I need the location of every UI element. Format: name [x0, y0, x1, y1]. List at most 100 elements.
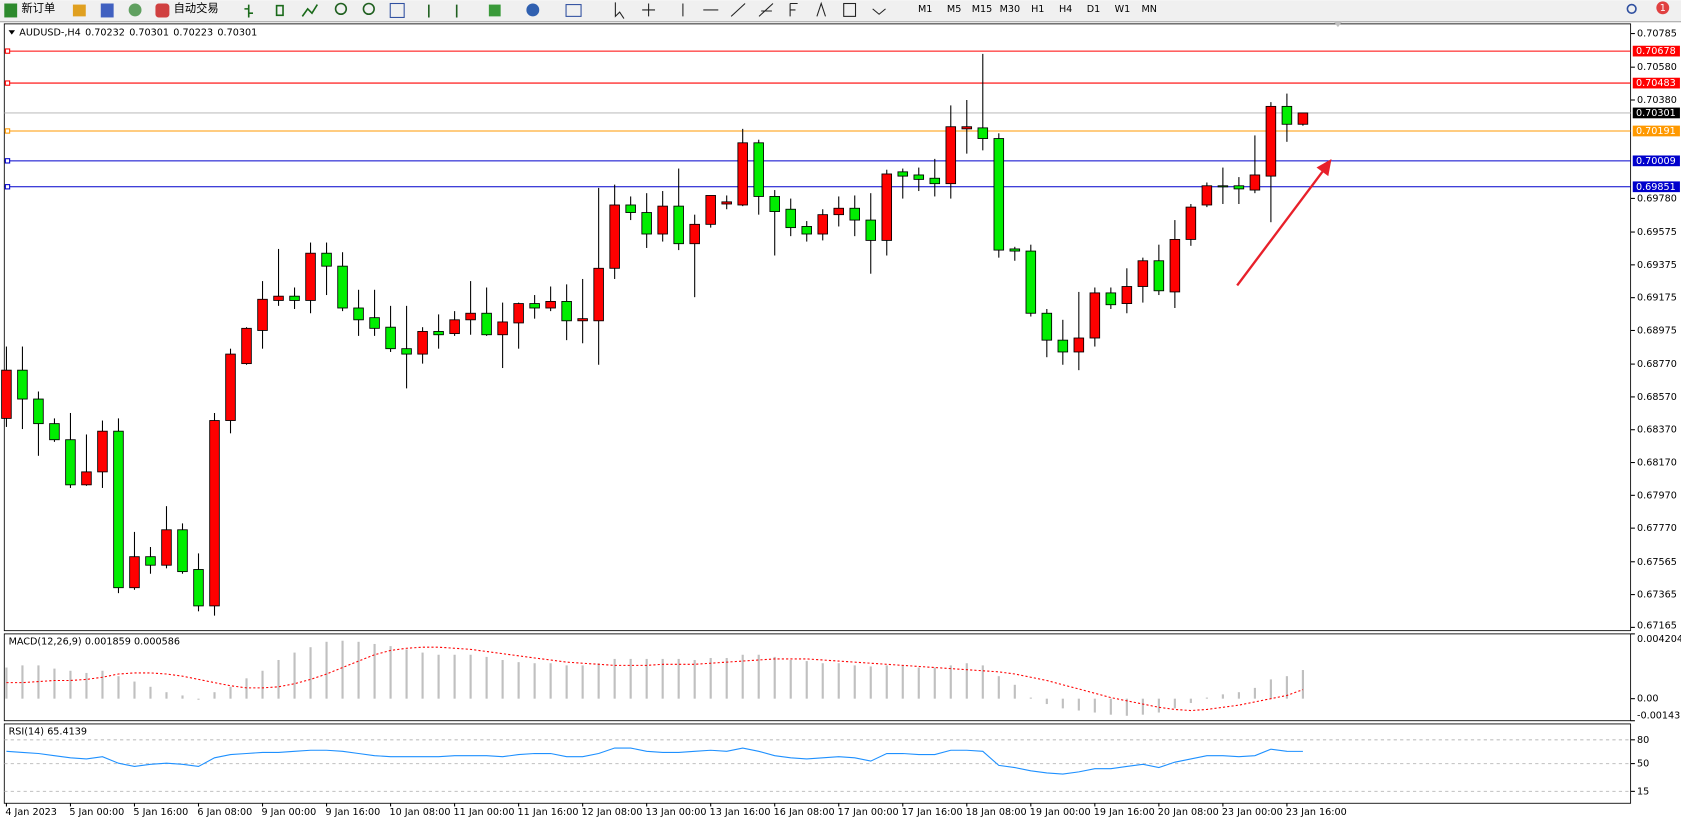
x-tick-label: 18 Jan 08:00 [966, 807, 1027, 818]
macd-panel [3, 633, 1632, 722]
auto-trading-button[interactable]: 自动交易 [174, 1, 219, 15]
candle-body [81, 471, 92, 486]
candle-body [609, 204, 620, 269]
level-handle [4, 158, 11, 164]
periods-icon[interactable] [526, 3, 540, 17]
chart-header: AUDUSD-,H4 0.70232 0.70301 0.70223 0.70301 [19, 27, 257, 38]
search-icon[interactable] [1626, 3, 1637, 14]
tile-icon[interactable] [389, 2, 405, 18]
channel-icon[interactable] [758, 3, 774, 17]
macd-bar [453, 654, 456, 699]
scroll-icons[interactable] [428, 4, 458, 18]
zoom-in-icon[interactable] [334, 2, 348, 16]
bid-price-label: 0.70301 [1636, 108, 1676, 119]
candle-body [177, 529, 188, 573]
macd-bar [181, 695, 184, 699]
macd-bar [261, 670, 264, 699]
macd-bar [965, 663, 968, 699]
timeframe-button[interactable]: H4 [1059, 4, 1072, 15]
cursor-icon[interactable] [614, 2, 625, 19]
macd-bar [437, 654, 440, 699]
y-tick-label: 0.68770 [1637, 359, 1677, 370]
market-watch-icon[interactable] [72, 4, 86, 17]
macd-value: 0.001859 [85, 636, 131, 647]
candle-chart-icon[interactable] [275, 4, 284, 17]
bar-chart-icon[interactable] [244, 4, 254, 18]
candle-body [721, 201, 732, 205]
macd-bar [357, 641, 360, 699]
macd-bar [293, 652, 296, 699]
macd-bar [837, 663, 840, 699]
timeframe-button[interactable]: M30 [1000, 4, 1021, 15]
y-tick-label: 0.00 [1637, 694, 1658, 705]
crosshair-icon[interactable] [642, 3, 656, 17]
indicators-icon[interactable] [488, 4, 501, 17]
shift-marker [1333, 21, 1343, 28]
indicator-name: RSI(14) [9, 726, 44, 737]
candle-body [625, 204, 636, 213]
macd-bar [741, 654, 744, 699]
y-tick-label: 15 [1637, 786, 1649, 797]
arrows-icon[interactable] [872, 8, 886, 15]
macd-bar [789, 659, 792, 699]
macd-bar [869, 666, 872, 699]
candle-body [1249, 174, 1261, 191]
x-tick-label: 17 Jan 16:00 [902, 807, 963, 818]
macd-bar [885, 665, 888, 699]
macd-bar [1093, 698, 1096, 713]
navigator-icon[interactable] [128, 3, 142, 17]
annotation-arrow [1236, 158, 1332, 287]
trendline-icon[interactable] [730, 3, 746, 17]
macd-bar [149, 686, 152, 699]
templates-icon[interactable] [565, 4, 582, 17]
macd-bar [53, 668, 56, 699]
candle-body [17, 369, 28, 400]
candle-body [401, 348, 412, 355]
chart-menu-arrow[interactable] [8, 30, 16, 35]
macd-bar [1125, 698, 1128, 716]
candle-body [897, 171, 909, 177]
macd-bar [901, 665, 904, 699]
macd-bar [341, 640, 344, 699]
candle-body [337, 265, 348, 309]
header-high: 0.70301 [129, 27, 169, 38]
macd-bar [469, 654, 472, 699]
macd-bar [581, 665, 584, 699]
notification-badge[interactable] [1656, 1, 1670, 15]
new-order-icon[interactable] [4, 3, 18, 18]
auto-trading-icon[interactable] [155, 3, 170, 18]
level-handle [4, 184, 11, 190]
timeframe-button[interactable]: M15 [972, 4, 993, 15]
candle-body [577, 318, 588, 322]
line-chart-icon[interactable] [301, 4, 319, 17]
candle-body [1153, 260, 1165, 292]
timeframe-button[interactable]: M5 [947, 4, 961, 15]
data-window-icon[interactable] [100, 3, 114, 18]
candle-body [689, 223, 700, 245]
y-tick-label: 0.70380 [1637, 95, 1677, 106]
timeframe-button[interactable]: D1 [1087, 4, 1101, 15]
candle-body [1297, 112, 1309, 125]
zoom-out-icon[interactable] [362, 2, 375, 16]
candle-body [785, 208, 796, 229]
timeframe-button[interactable]: H1 [1031, 4, 1044, 15]
candle-body [993, 138, 1005, 251]
timeframe-button[interactable]: MN [1141, 4, 1157, 15]
text-icon[interactable] [816, 1, 826, 17]
y-tick-label: 0.69780 [1637, 193, 1677, 204]
candle-body [321, 252, 332, 267]
macd-bar [917, 667, 920, 699]
macd-bar [1173, 698, 1176, 709]
timeframe-button[interactable]: M1 [918, 4, 932, 15]
bid-price-box [1632, 107, 1680, 119]
label-icon[interactable] [843, 2, 857, 17]
y-tick-label: 0.70580 [1637, 62, 1677, 73]
candle-body [817, 214, 828, 235]
new-order-button[interactable]: 新订单 [21, 1, 55, 15]
x-tick-label: 13 Jan 00:00 [646, 807, 707, 818]
timeframe-button[interactable]: W1 [1115, 4, 1131, 15]
candle-body [529, 303, 540, 309]
level-price-box [1632, 155, 1680, 167]
fibo-icon[interactable] [789, 2, 798, 17]
